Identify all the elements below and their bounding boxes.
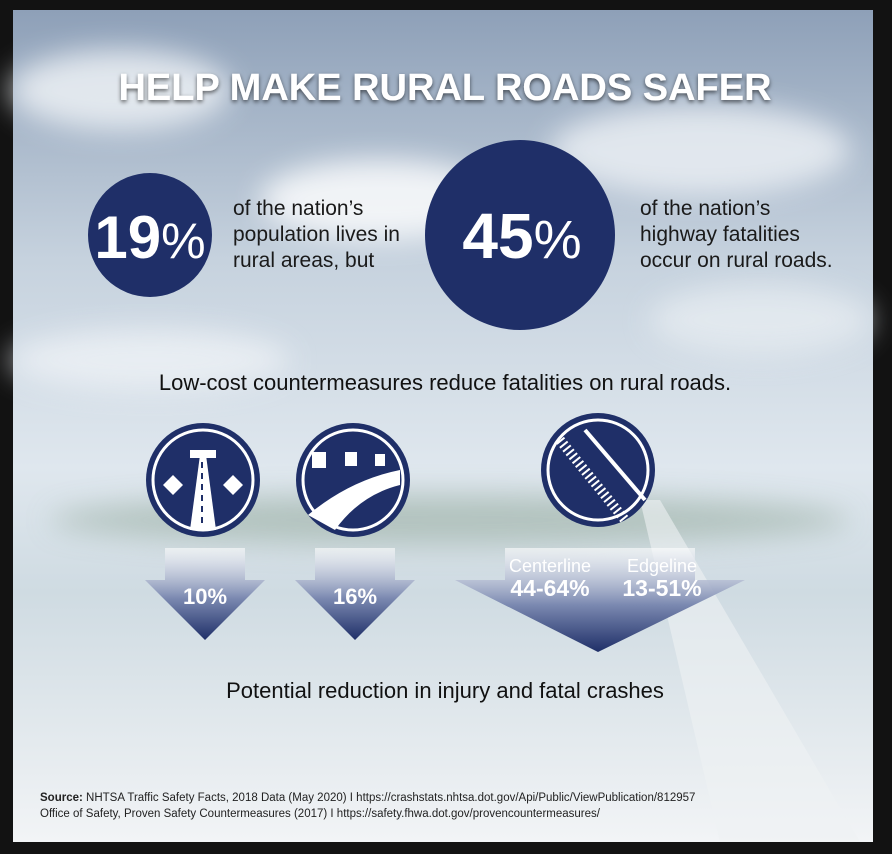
item-label: Centerline xyxy=(509,556,591,576)
source-label: Source: xyxy=(40,792,83,804)
stat-unit: % xyxy=(534,210,582,270)
icon xyxy=(296,423,410,537)
reduction: 10% xyxy=(183,584,227,609)
stat-text: highway fatalities xyxy=(640,223,800,246)
title: HELP MAKE RURAL ROADS SAFER xyxy=(118,67,771,109)
stat-number: 19 xyxy=(94,204,161,271)
stat-value: 45% xyxy=(462,200,581,272)
reduction: 44-64% xyxy=(510,575,589,601)
source-text: Office of Safety, Proven Safety Counterm… xyxy=(40,808,601,820)
page: HELP MAKE RURAL ROADS SAFER 19% of the n… xyxy=(0,0,892,854)
stat-text: occur on rural roads. xyxy=(640,249,833,272)
stat-text: of the nation’s xyxy=(640,197,770,220)
stat-text: of the nation’s xyxy=(233,197,363,220)
stat-text: rural areas, but xyxy=(233,249,374,272)
source-text: NHTSA Traffic Safety Facts, 2018 Data (M… xyxy=(83,792,696,804)
reduction: 13-51% xyxy=(622,575,701,601)
reduction: 16% xyxy=(333,584,377,609)
stat-number: 45 xyxy=(462,200,533,272)
icon xyxy=(146,423,260,537)
subtitle: Low-cost countermeasures reduce fataliti… xyxy=(159,370,731,395)
caption: Potential reduction in injury and fatal … xyxy=(226,678,664,703)
item-label: Edgeline xyxy=(627,556,697,576)
stat-unit: % xyxy=(161,213,205,269)
source-line: Source: NHTSA Traffic Safety Facts, 2018… xyxy=(40,792,695,804)
infographic: HELP MAKE RURAL ROADS SAFER 19% of the n… xyxy=(0,0,892,854)
source-line: Office of Safety, Proven Safety Counterm… xyxy=(40,808,601,820)
icon xyxy=(541,413,655,527)
stat-text: population lives in xyxy=(233,223,400,246)
stat-value: 19% xyxy=(94,204,205,271)
